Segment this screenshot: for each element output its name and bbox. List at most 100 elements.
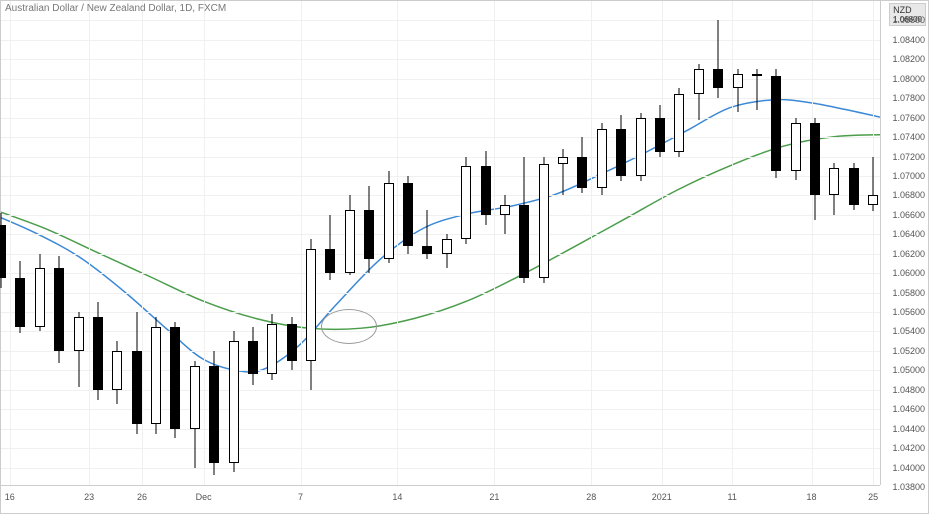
candle-body xyxy=(733,74,743,89)
y-tick-label: 1.04200 xyxy=(892,443,925,453)
candle[interactable] xyxy=(848,1,860,487)
x-tick-label: Dec xyxy=(196,492,212,502)
candle-body xyxy=(868,195,878,205)
candle[interactable] xyxy=(576,1,588,487)
x-axis: 162326Dec71421282021111825 xyxy=(1,485,880,513)
candle[interactable] xyxy=(480,1,492,487)
chart-title: Australian Dollar / New Zealand Dollar, … xyxy=(5,3,226,14)
candle-body xyxy=(752,74,762,76)
y-tick-label: 1.07800 xyxy=(892,93,925,103)
y-tick-label: 1.07600 xyxy=(892,113,925,123)
candle-body xyxy=(0,225,6,278)
candle-body xyxy=(810,123,820,196)
candle[interactable] xyxy=(654,1,666,487)
candle-body xyxy=(74,317,84,351)
candle[interactable] xyxy=(208,1,220,487)
x-tick-label: 21 xyxy=(489,492,499,502)
candle[interactable] xyxy=(770,1,782,487)
gridline-v xyxy=(10,1,11,485)
candle[interactable] xyxy=(169,1,181,487)
gridline-v xyxy=(204,1,205,485)
plot-area[interactable] xyxy=(1,1,880,485)
candle-body xyxy=(577,157,587,188)
candle-body xyxy=(442,239,452,254)
candle-body xyxy=(539,164,549,278)
y-tick-label: 1.05600 xyxy=(892,307,925,317)
candle[interactable] xyxy=(460,1,472,487)
candle-body xyxy=(849,168,859,205)
y-tick-label: 1.04000 xyxy=(892,463,925,473)
candle[interactable] xyxy=(92,1,104,487)
gridline-v xyxy=(89,1,90,485)
x-tick-label: 26 xyxy=(137,492,147,502)
y-tick-label: 1.07200 xyxy=(892,152,925,162)
candle[interactable] xyxy=(615,1,627,487)
candle[interactable] xyxy=(673,1,685,487)
y-tick-label: 1.07400 xyxy=(892,132,925,142)
y-tick-label: 1.04800 xyxy=(892,385,925,395)
candle[interactable] xyxy=(34,1,46,487)
candle[interactable] xyxy=(189,1,201,487)
candle[interactable] xyxy=(383,1,395,487)
candle[interactable] xyxy=(421,1,433,487)
candle[interactable] xyxy=(266,1,278,487)
candle-body xyxy=(655,118,665,152)
candle[interactable] xyxy=(635,1,647,487)
x-tick-label: 23 xyxy=(84,492,94,502)
candle[interactable] xyxy=(441,1,453,487)
candle-body xyxy=(287,324,297,361)
candle-body xyxy=(132,351,142,424)
candle[interactable] xyxy=(228,1,240,487)
y-tick-label: 1.08600 xyxy=(892,15,925,25)
candle[interactable] xyxy=(344,1,356,487)
candle[interactable] xyxy=(53,1,65,487)
candle[interactable] xyxy=(14,1,26,487)
y-tick-label: 1.05200 xyxy=(892,346,925,356)
candle[interactable] xyxy=(751,1,763,487)
candle[interactable] xyxy=(732,1,744,487)
candle[interactable] xyxy=(596,1,608,487)
y-axis: NZD 1.06800 1.038001.040001.042001.04400… xyxy=(880,1,928,485)
candle-body xyxy=(267,324,277,375)
candle[interactable] xyxy=(324,1,336,487)
candle[interactable] xyxy=(557,1,569,487)
candle[interactable] xyxy=(0,1,7,487)
candle-body xyxy=(151,327,161,424)
y-tick-label: 1.06000 xyxy=(892,268,925,278)
candle[interactable] xyxy=(867,1,879,487)
x-tick-label: 18 xyxy=(807,492,817,502)
candle[interactable] xyxy=(693,1,705,487)
candle[interactable] xyxy=(499,1,511,487)
candle[interactable] xyxy=(247,1,259,487)
candle-body xyxy=(829,168,839,195)
candle[interactable] xyxy=(150,1,162,487)
candle[interactable] xyxy=(305,1,317,487)
candle[interactable] xyxy=(402,1,414,487)
candle-body xyxy=(170,327,180,429)
candle-body xyxy=(384,183,394,259)
candle-body xyxy=(112,351,122,390)
candle-body xyxy=(422,246,432,254)
candle[interactable] xyxy=(286,1,298,487)
candle-body xyxy=(616,129,626,176)
candle-body xyxy=(209,366,219,463)
candle[interactable] xyxy=(538,1,550,487)
candle-body xyxy=(636,118,646,176)
candle[interactable] xyxy=(111,1,123,487)
candle-body xyxy=(190,366,200,429)
candle-body xyxy=(694,69,704,94)
x-tick-label: 16 xyxy=(5,492,15,502)
candle[interactable] xyxy=(73,1,85,487)
y-tick-label: 1.06600 xyxy=(892,210,925,220)
candle[interactable] xyxy=(809,1,821,487)
candle[interactable] xyxy=(712,1,724,487)
y-tick-label: 1.06200 xyxy=(892,249,925,259)
chart-container[interactable]: Australian Dollar / New Zealand Dollar, … xyxy=(0,0,929,514)
candle[interactable] xyxy=(363,1,375,487)
y-tick-label: 1.08000 xyxy=(892,74,925,84)
y-tick-label: 1.06800 xyxy=(892,190,925,200)
candle[interactable] xyxy=(790,1,802,487)
candle[interactable] xyxy=(131,1,143,487)
candle[interactable] xyxy=(518,1,530,487)
candle[interactable] xyxy=(828,1,840,487)
